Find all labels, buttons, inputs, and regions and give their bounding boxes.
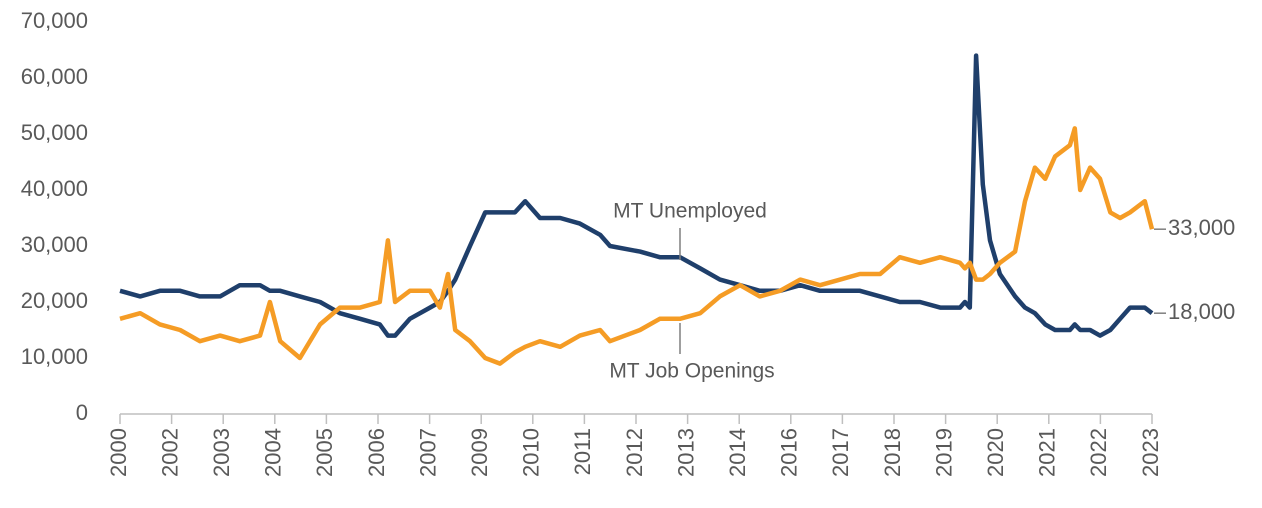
x-tick-label: 2007 <box>415 428 440 477</box>
y-tick-label: 40,000 <box>21 176 88 201</box>
x-tick-label: 2013 <box>673 428 698 477</box>
x-tick-label: 2000 <box>106 428 131 477</box>
x-tick-label: 2021 <box>1035 428 1060 477</box>
x-tick-label: 2017 <box>828 428 853 477</box>
x-tick-label: 2002 <box>157 428 182 477</box>
end-label: 33,000 <box>1168 215 1235 240</box>
end-label: 18,000 <box>1168 299 1235 324</box>
series-line <box>119 126 1155 366</box>
y-tick-label: 70,000 <box>21 8 88 33</box>
series-line <box>119 53 1154 338</box>
x-tick-label: 2012 <box>622 428 647 477</box>
x-tick-label: 2003 <box>209 428 234 477</box>
x-tick-label: 2020 <box>983 428 1008 477</box>
x-tick-label: 2005 <box>312 428 337 477</box>
x-tick-label: 2009 <box>467 428 492 477</box>
y-tick-label: 20,000 <box>21 288 88 313</box>
series-annotation: MT Unemployed <box>613 200 767 223</box>
x-tick-label: 2011 <box>570 428 595 475</box>
series-annotation: MT Job Openings <box>609 360 774 383</box>
y-tick-label: 30,000 <box>21 232 88 257</box>
x-tick-label: 2018 <box>880 428 905 477</box>
x-tick-label: 2004 <box>261 428 286 477</box>
y-tick-label: 0 <box>76 400 88 425</box>
x-tick-label: 2016 <box>777 428 802 477</box>
y-tick-label: 10,000 <box>21 344 88 369</box>
x-tick-label: 2010 <box>519 428 544 477</box>
y-tick-label: 50,000 <box>21 120 88 145</box>
x-tick-label: 2022 <box>1086 428 1111 477</box>
x-tick-label: 2014 <box>725 428 750 477</box>
x-tick-label: 2006 <box>364 428 389 477</box>
x-tick-label: 2023 <box>1138 428 1163 477</box>
y-tick-label: 60,000 <box>21 64 88 89</box>
x-tick-label: 2019 <box>931 428 956 477</box>
